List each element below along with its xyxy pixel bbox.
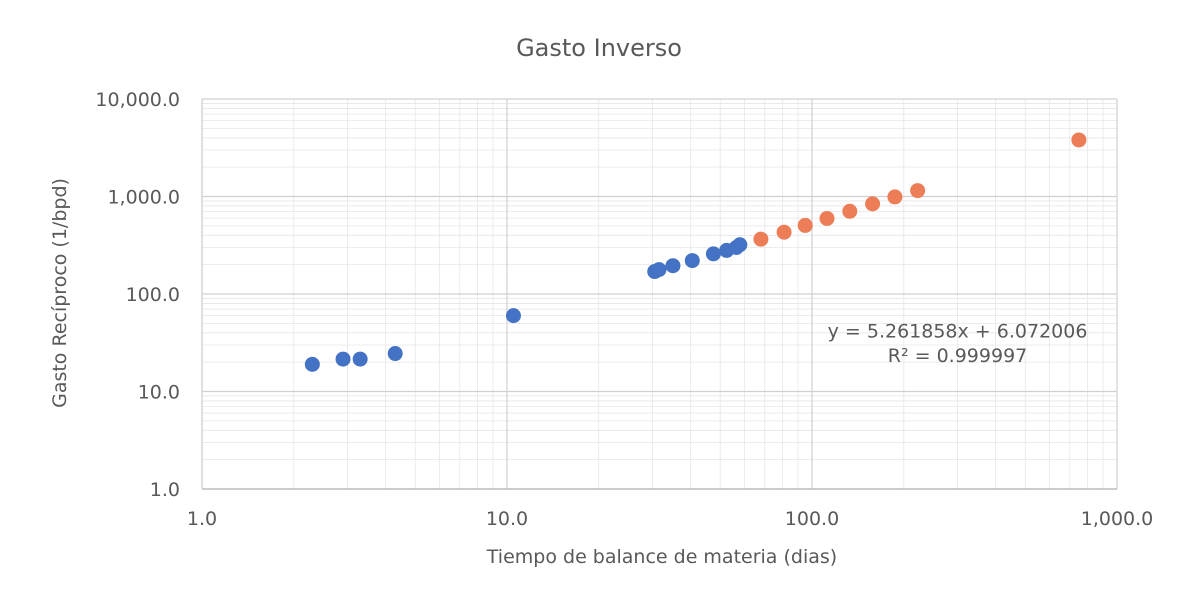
data-point [705, 246, 721, 262]
y-axis-title: Gasto Recíproco (1/bpd) [49, 178, 71, 408]
x-tick-label: 10.0 [486, 508, 528, 530]
data-point [304, 356, 320, 372]
data-point [865, 196, 881, 212]
data-point [819, 210, 835, 226]
data-point [684, 253, 700, 269]
x-axis-title: Tiempo de balance de materia (dias) [486, 546, 837, 568]
data-point [1071, 132, 1087, 148]
data-point [651, 262, 667, 278]
data-point [797, 217, 813, 233]
data-point [352, 351, 368, 367]
y-tick-label: 1,000.0 [107, 187, 180, 209]
x-tick-label: 100.0 [785, 508, 839, 530]
y-tick-label: 1.0 [150, 479, 180, 501]
data-points [304, 132, 1087, 372]
data-point [387, 346, 403, 362]
data-point [842, 203, 858, 219]
data-point [505, 308, 521, 324]
chart-title: Gasto Inverso [516, 34, 682, 62]
data-point [335, 351, 351, 367]
x-tick-label: 1,000.0 [1081, 508, 1154, 530]
data-point [732, 237, 748, 253]
y-tick-label: 10,000.0 [95, 89, 180, 111]
data-point [776, 224, 792, 240]
data-point [887, 189, 903, 205]
trendline-equation: R² = 0.999997 [888, 345, 1027, 367]
data-point [910, 183, 926, 199]
y-tick-label: 10.0 [138, 382, 180, 404]
data-point [753, 231, 769, 247]
trendline-equation: y = 5.261858x + 6.072006 [828, 320, 1088, 342]
y-tick-label: 100.0 [126, 284, 180, 306]
gridlines [201, 98, 1118, 490]
axes: 1.0 10.0 100.0 1,000.0 1.0 10.0 100.0 1,000.0 10… [95, 89, 1153, 530]
data-point [665, 258, 681, 274]
x-tick-label: 1.0 [187, 508, 217, 530]
annotations: y = 5.261858x + 6.072006 R² = 0.999997 [828, 320, 1088, 367]
